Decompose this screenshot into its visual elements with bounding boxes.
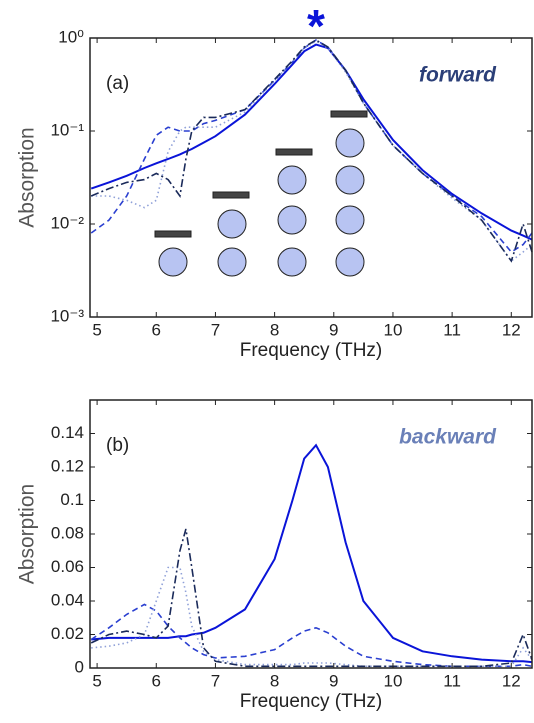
annotation: backward xyxy=(399,426,497,449)
x-tick-label: 5 xyxy=(92,320,101,339)
x-tick-label: 9 xyxy=(329,320,338,339)
y-tick-label: 0.06 xyxy=(51,557,84,576)
y-tick-label: 0.04 xyxy=(51,590,84,609)
series-line xyxy=(90,528,533,668)
x-tick-label: 12 xyxy=(502,320,521,339)
y-axis-label: Absorption xyxy=(16,127,39,227)
y-tick-label: 10⁻³ xyxy=(50,306,84,325)
x-tick-label: 6 xyxy=(152,320,161,339)
plot-frame xyxy=(89,37,533,318)
panel-label: (b) xyxy=(106,435,129,456)
x-tick-label: 7 xyxy=(211,320,220,339)
y-tick-label: 10⁻² xyxy=(50,213,84,232)
inset-structure xyxy=(154,110,368,277)
x-tick-label: 6 xyxy=(152,671,161,690)
y-tick-label: 0.14 xyxy=(51,423,84,442)
x-tick-label: 11 xyxy=(443,320,461,339)
x-tick-label: 8 xyxy=(270,671,279,690)
y-tick-label: 0 xyxy=(75,657,84,676)
y-tick-label: 0.08 xyxy=(51,523,84,542)
peak-marker: * xyxy=(307,0,325,52)
x-tick-label: 7 xyxy=(211,671,220,690)
y-tick-label: 0.1 xyxy=(60,490,84,509)
x-tick-label: 11 xyxy=(443,671,461,690)
x-tick-label: 9 xyxy=(329,671,338,690)
series-line xyxy=(91,40,533,263)
series-line xyxy=(90,39,533,263)
x-axis-label: Frequency (THz) xyxy=(240,340,383,361)
x-tick-label: 10 xyxy=(383,320,402,339)
y-tick-label: 0.02 xyxy=(51,624,84,643)
y-axis-label: Absorption xyxy=(16,484,39,584)
x-tick-label: 5 xyxy=(92,671,101,690)
series-line xyxy=(90,39,533,254)
x-tick-label: 10 xyxy=(383,671,402,690)
series-line xyxy=(91,566,533,668)
series-line xyxy=(90,43,533,241)
y-tick-label: 10⁻¹ xyxy=(50,120,84,139)
x-tick-label: 12 xyxy=(502,671,521,690)
y-tick-label: 0.12 xyxy=(51,456,84,475)
y-tick-label: 10⁰ xyxy=(58,27,84,46)
x-tick-label: 8 xyxy=(270,320,279,339)
x-axis-label: Frequency (THz) xyxy=(240,691,383,712)
series-line xyxy=(91,443,533,664)
annotation: forward xyxy=(419,64,497,87)
panel-label: (a) xyxy=(106,73,129,94)
